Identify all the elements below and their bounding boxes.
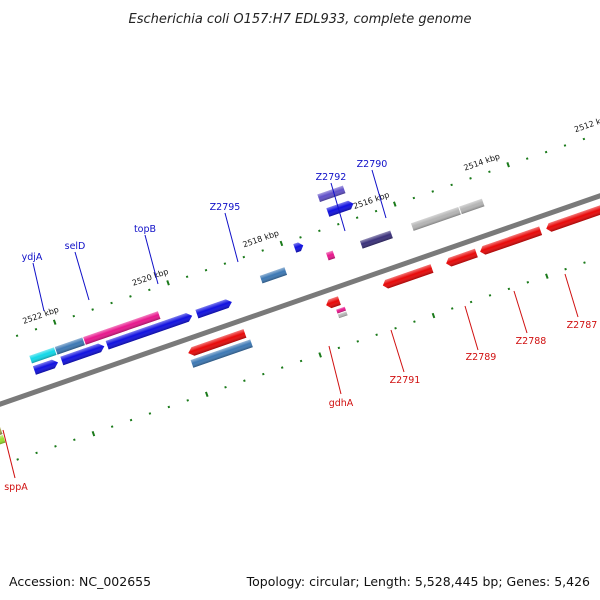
reverse-row-1	[188, 203, 600, 356]
gene-label: gdhA	[329, 398, 354, 409]
gene-label: Z2788	[516, 336, 547, 347]
tick-label: 2516 kbp	[352, 190, 391, 211]
gene-label: Z2791	[390, 375, 421, 386]
forward-row-1	[29, 185, 485, 364]
forward-row-2	[32, 200, 354, 375]
gene-label: Z2790	[357, 159, 388, 170]
gene-label: Z2792	[316, 172, 347, 183]
accession-text: Accession: NC_002655	[9, 574, 151, 589]
gene-label: ydjA	[22, 252, 43, 263]
tick-label: 2518 kbp	[242, 229, 281, 250]
reverse-row-2	[0, 306, 348, 458]
genome-backbone	[0, 159, 600, 441]
tick-label: 2514 kbp	[463, 152, 502, 173]
tick-label: 2520 kbp	[131, 267, 170, 288]
genome-info-text: Topology: circular; Length: 5,528,445 bp…	[246, 574, 590, 589]
tick-label: 2512 kbp	[573, 113, 600, 134]
gene-label: topB	[134, 224, 156, 235]
label-connectors	[2, 169, 579, 479]
gene-label: Z2787	[567, 320, 598, 331]
lower-tick-track	[0, 261, 586, 468]
gene-label: Z2789	[466, 352, 497, 363]
gene-label: sppA	[4, 482, 28, 493]
gene-label: selD	[65, 241, 86, 252]
gene-label: Z2795	[210, 202, 241, 213]
upper-tick-track	[15, 137, 586, 338]
map-title: Escherichia coli O157:H7 EDL933, complet…	[129, 12, 472, 27]
